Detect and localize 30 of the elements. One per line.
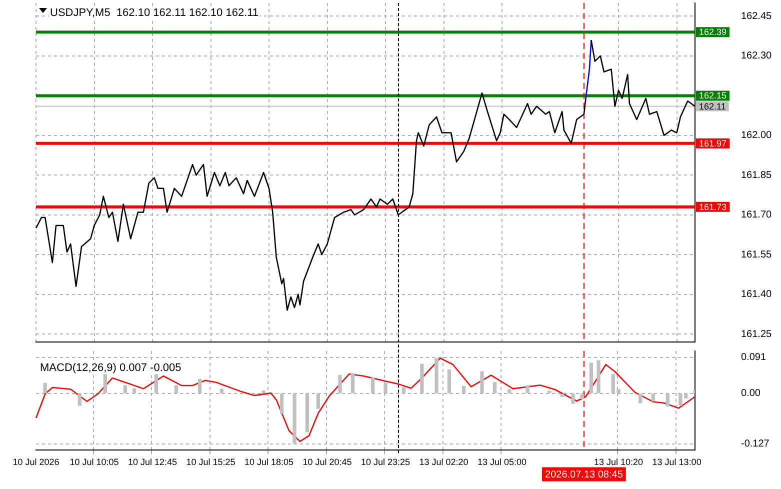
- x-tick-label: 10 Jul 2026: [12, 457, 60, 468]
- text: MACD(12,26,9) 0.007 -0.005: [40, 362, 182, 374]
- y-tick-label: 162.30: [741, 50, 772, 62]
- ref-line-label: 161.73: [699, 202, 727, 212]
- x-tick-label: 10 Jul 15:25: [186, 457, 236, 468]
- x-tick-label: 10 Jul 18:05: [244, 457, 294, 468]
- x-tick-label: 13 Jul 13:00: [652, 457, 702, 468]
- x-tick-label: 10 Jul 12:45: [128, 457, 178, 468]
- y-tick-label: 162.45: [741, 10, 772, 22]
- ref-line-label: 162.39: [699, 27, 727, 38]
- y-tick-label: 0.091: [741, 352, 766, 364]
- x-tick-label: 2026.07.13 08:45: [545, 469, 624, 480]
- y-tick-label: 161.25: [741, 328, 772, 340]
- chart-title: USDJPY,M5 162.10 162.11 162.10 162.11: [50, 7, 259, 20]
- x-tick-label: 10 Jul 20:45: [302, 457, 352, 468]
- y-tick-label: 0.00: [741, 388, 761, 400]
- ref-line-label: 162.15: [699, 90, 727, 101]
- x-tick-label: 10 Jul 23:25: [361, 457, 410, 468]
- y-tick-label: 161.55: [741, 249, 772, 260]
- x-tick-label: 10 Jul 10:05: [70, 457, 119, 468]
- y-tick-label: 161.70: [741, 210, 772, 221]
- y-tick-label: 161.85: [741, 170, 772, 181]
- ref-line-label: 162.11: [699, 101, 726, 112]
- y-tick-label: 161.40: [741, 289, 772, 300]
- y-tick-label: 162.00: [741, 130, 772, 142]
- x-tick-label: 13 Jul 02:20: [419, 457, 468, 468]
- x-tick-label: 13 Jul 05:00: [478, 457, 527, 468]
- y-tick-label: -0.127: [741, 438, 770, 450]
- ref-line-label: 161.97: [699, 138, 727, 148]
- x-tick-label: 13 Jul 10:20: [594, 457, 644, 468]
